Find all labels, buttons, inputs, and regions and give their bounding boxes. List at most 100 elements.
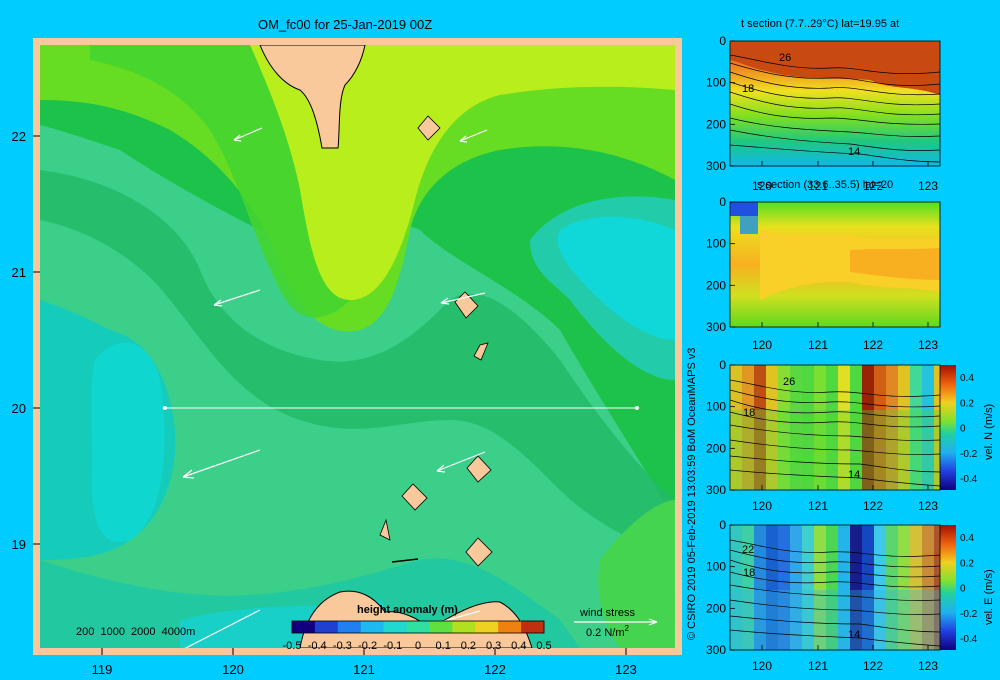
panel-border [729, 201, 941, 328]
contour-label: 14 [848, 629, 860, 641]
depth-tick-label: 0 [719, 195, 726, 209]
colorbar-swatch [475, 621, 499, 633]
panel-border [729, 40, 941, 167]
colorbar-tick-label: 0 [960, 584, 966, 595]
contour-label: 18 [743, 567, 755, 579]
depth-tick-label: 0 [719, 518, 726, 532]
colorbar-tick-label: -0.1 [383, 640, 402, 652]
height-field-medium [40, 45, 675, 520]
contour-label: 26 [779, 52, 791, 64]
lon-tick-label: 121 [808, 659, 828, 673]
contour-label: 18 [743, 407, 755, 419]
colorbar-tick-label: 0.3 [486, 640, 501, 652]
colorbar-tick-label: -0.4 [960, 634, 978, 645]
depth-tick-label: 100 [706, 560, 726, 574]
taiwan-landmass [259, 45, 366, 149]
depth-tick-label: 0 [719, 358, 726, 372]
t-section-title: t section (7.7..29°C) lat=19.95 at [741, 18, 900, 30]
island [379, 518, 391, 541]
lon-tick-label: 122 [484, 662, 506, 677]
depth-tick-label: 200 [706, 117, 726, 131]
island [401, 483, 428, 511]
panel-border [729, 364, 941, 491]
depth-tick-label: 100 [706, 76, 726, 90]
vel-e-plot: 22 18 14 [730, 525, 940, 650]
lon-tick-label: 120 [222, 662, 244, 677]
lat-tick-label: 21 [12, 265, 26, 280]
depth-tick-label: 200 [706, 601, 726, 615]
depth-tick-label: 100 [706, 400, 726, 414]
colorbar-tick-label: 0.1 [436, 640, 451, 652]
colorbar-tick-label: -0.4 [960, 474, 978, 485]
lon-tick-label: 121 [353, 662, 375, 677]
colorbar-tick-label: 0.5 [536, 640, 551, 652]
wind-stress-label: wind stress [579, 607, 636, 619]
depth-tick-label: 100 [706, 237, 726, 251]
lon-tick-label: 121 [808, 499, 828, 513]
t-section-plot: 26 18 14 [730, 41, 940, 166]
vel-n-plot: 26 18 14 [730, 365, 940, 490]
lon-tick-label: 120 [752, 659, 772, 673]
colorbar-tick-label: -0.2 [960, 609, 978, 620]
island [417, 115, 441, 141]
lon-tick-label: 123 [615, 662, 637, 677]
colorbar-swatch [383, 621, 408, 633]
lon-tick-label: 121 [808, 338, 828, 352]
lon-tick-label: 120 [752, 499, 772, 513]
island [466, 455, 492, 483]
colorbar-swatch [406, 621, 430, 633]
contour-label: 14 [848, 146, 860, 158]
island [465, 537, 493, 567]
colorbar-tick-label: -0.2 [960, 449, 978, 460]
wind-stress-arrows [182, 127, 488, 648]
lat-tick-label: 22 [12, 129, 26, 144]
depth-tick-label: 300 [706, 483, 726, 497]
island [473, 342, 489, 361]
s-section-title: s section (33.6..35.5) lat=20 [757, 179, 894, 191]
lon-tick-label: 119 [92, 662, 113, 677]
depth-legend: 200 1000 2000 4000m [76, 626, 195, 638]
lon-tick-label: 123 [918, 338, 938, 352]
lon-tick-label: 120 [752, 179, 772, 193]
contour-label: 26 [783, 376, 795, 388]
contour-label: 22 [742, 544, 754, 556]
colorbar-tick-label: -0.3 [333, 640, 352, 652]
panel-border [729, 524, 941, 651]
colorbar-tick-label: -0.4 [308, 640, 327, 652]
map-title: OM_fc00 for 25-Jan-2019 00Z [258, 17, 433, 32]
height-colorbar [291, 620, 545, 634]
colorbar-swatch [498, 621, 522, 633]
s-section-plot [730, 202, 940, 327]
colorbar-tick-label: 0 [415, 640, 421, 652]
depth-tick-label: 200 [706, 278, 726, 292]
colorbar-swatch [429, 621, 453, 633]
colorbar-swatch [314, 621, 339, 633]
lat-tick-label: 19 [12, 537, 26, 552]
colorbar-swatch [521, 621, 545, 633]
depth-tick-label: 200 [706, 441, 726, 455]
wind-scale-value: 0.2 N/m2 [586, 624, 630, 639]
colorbar-tick-label: -0.5 [283, 640, 302, 652]
vel-e-colorbar-label: vel. E (m/s) [983, 569, 995, 625]
lon-tick-label: 123 [918, 179, 938, 193]
colorbar-swatch [360, 621, 385, 633]
colorbar-tick-label: 0.2 [960, 398, 974, 409]
luzon-landmass [299, 590, 533, 648]
colorbar-tick-label: 0.4 [960, 373, 974, 384]
credit-text: © CSIRO 2019 05-Feb-2019 13:03:59 BoM Oc… [686, 347, 698, 640]
colorbar-tick-label: 0.2 [960, 558, 974, 569]
depth-tick-label: 300 [706, 643, 726, 657]
lon-tick-label: 123 [918, 659, 938, 673]
depth-tick-label: 300 [706, 159, 726, 173]
depth-tick-label: 0 [719, 34, 726, 48]
colorbar-swatch [292, 621, 316, 633]
lon-tick-label: 120 [752, 338, 772, 352]
colorbar-tick-label: 0.4 [511, 640, 526, 652]
height-field-green [40, 170, 675, 560]
contour-label: 18 [742, 83, 754, 95]
colorbar-tick-label: 0.2 [461, 640, 476, 652]
side-panels: 26 18 14 26 18 14 [706, 34, 978, 673]
colorbar-swatch [452, 621, 476, 633]
depth-tick-label: 300 [706, 320, 726, 334]
contour-label: 14 [848, 469, 860, 481]
